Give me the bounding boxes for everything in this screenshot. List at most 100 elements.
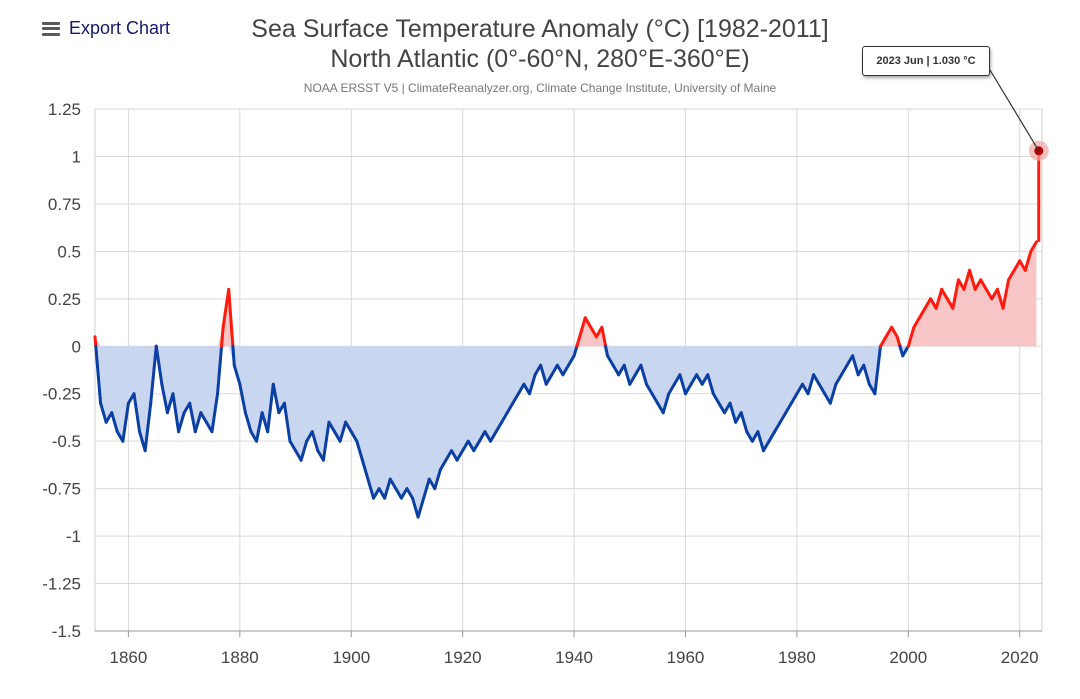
y-tick-label: 0.5 (57, 242, 81, 261)
series-segment (466, 439, 476, 453)
chart-title: Sea Surface Temperature Anomaly (°C) [19… (0, 14, 1080, 74)
y-tick-label: -1.5 (52, 622, 81, 641)
y-tick-label: 1 (72, 147, 81, 166)
series-segment (489, 430, 498, 443)
series-segment (405, 487, 415, 500)
series-segment (255, 411, 264, 443)
series-segment (555, 363, 565, 377)
y-tick-label: 0.75 (48, 195, 81, 214)
series-segment (282, 401, 292, 443)
series-segment (795, 382, 804, 396)
series-segment (216, 344, 224, 396)
series-segment (266, 382, 275, 434)
series-segment (773, 420, 782, 434)
series-segment (94, 344, 103, 405)
series-segment (873, 344, 882, 396)
series-segment (511, 392, 520, 405)
series-segment (650, 392, 660, 405)
series-segment (366, 477, 376, 500)
series-segment (572, 344, 579, 358)
y-tick-label: 0.25 (48, 290, 81, 309)
series-segment (789, 392, 799, 405)
series-segment (171, 392, 181, 434)
series-segment (149, 344, 158, 405)
series-segment (93, 335, 98, 348)
series-segment (199, 411, 208, 424)
series-segment (338, 420, 348, 443)
series-segment (644, 382, 654, 396)
series-segment (923, 297, 933, 310)
series-segment (1012, 259, 1022, 272)
series-segment (628, 373, 637, 386)
series-segment (494, 420, 504, 434)
series-segment (567, 354, 576, 367)
series-segment (890, 325, 899, 339)
series-segment (394, 487, 403, 500)
series-segment (422, 477, 431, 500)
series-segment (578, 316, 587, 339)
series-segment (444, 449, 454, 462)
series-segment (828, 382, 838, 405)
series-segment (399, 487, 409, 500)
series-segment (232, 363, 242, 386)
series-segment (154, 344, 164, 386)
series-segment (327, 420, 337, 434)
tooltip-connector (989, 69, 1040, 152)
series-segment (604, 344, 609, 358)
series-segment (739, 411, 749, 434)
series-segment (349, 430, 359, 443)
series-segment (951, 278, 960, 310)
series-segment (1023, 249, 1033, 272)
series-segment (310, 430, 320, 453)
series-segment (917, 306, 927, 320)
export-chart-button[interactable]: Export Chart (42, 18, 170, 39)
series-segment (761, 439, 771, 453)
series-segment (778, 411, 788, 424)
series-segment (834, 373, 843, 386)
y-tick-label: -0.75 (42, 480, 81, 499)
series-segment (193, 411, 203, 434)
series-segment (110, 411, 119, 434)
x-tick-label: 1900 (332, 648, 370, 667)
series-segment (238, 382, 247, 415)
series-segment (745, 430, 754, 443)
x-tick-label: 1880 (221, 648, 259, 667)
series-segment (784, 401, 793, 415)
series-segment (984, 287, 994, 301)
series-segment (962, 268, 972, 291)
series-segment (661, 392, 671, 415)
x-tick-label: 1980 (778, 648, 816, 667)
series-segment (438, 458, 448, 472)
series-segment (884, 325, 894, 339)
y-tick-label: -0.5 (52, 432, 81, 451)
series-segment (589, 325, 598, 339)
series-segment (388, 477, 398, 491)
series-segment (500, 411, 509, 424)
series-segment (188, 401, 197, 434)
series-segment (817, 382, 827, 396)
series-segment (940, 287, 949, 301)
x-tick-label: 1860 (110, 648, 148, 667)
series-segment (717, 401, 726, 415)
series-segment (611, 363, 621, 377)
series-segment (1001, 278, 1011, 310)
series-segment (160, 382, 169, 415)
series-segment (1007, 268, 1016, 282)
y-tick-label: -1.25 (42, 575, 81, 594)
series-segment (472, 439, 481, 453)
x-tick-label: 1920 (444, 648, 482, 667)
series-segment (605, 354, 615, 367)
x-tick-label: 2020 (1001, 648, 1039, 667)
series-segment (231, 344, 236, 367)
series-segment (1029, 240, 1038, 253)
series-segment (477, 430, 487, 443)
series-segment (812, 373, 821, 386)
series-segment (878, 335, 888, 348)
series-segment (450, 449, 459, 462)
series-segment (973, 278, 983, 291)
chart-title-line2: North Atlantic (0°-60°N, 280°E-360°E) (330, 45, 750, 73)
chart-subtitle: NOAA ERSST V5 | ClimateReanalyzer.org, C… (303, 81, 777, 95)
series-segment (695, 373, 704, 386)
series-segment (979, 278, 988, 291)
series-segment (968, 268, 977, 291)
